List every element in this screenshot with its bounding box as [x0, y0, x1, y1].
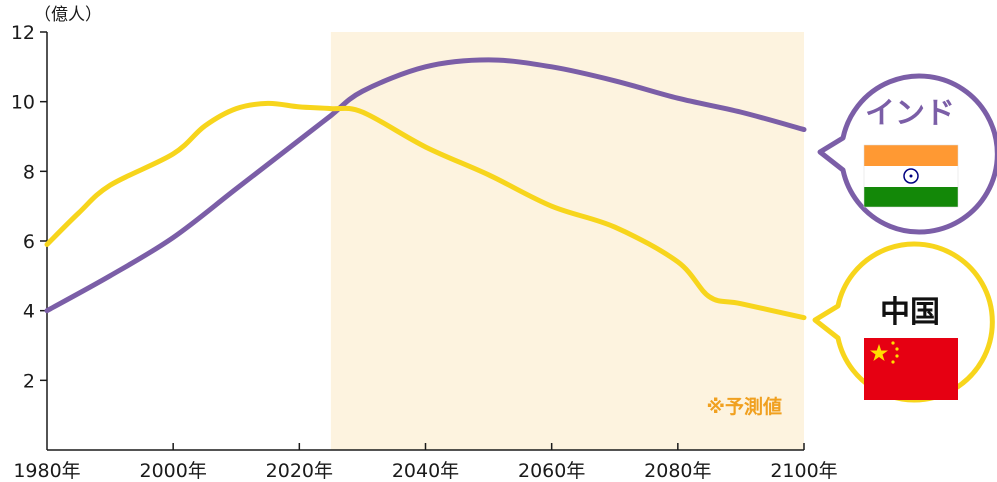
india-bubble: インド — [817, 73, 997, 235]
y-tick-label: 4 — [23, 301, 35, 323]
y-tick-label: 12 — [11, 22, 35, 44]
x-tick-label: 2080年 — [644, 460, 711, 482]
forecast-region-band — [330, 32, 804, 450]
y-tick-label: 10 — [11, 92, 35, 114]
y-tick-label: 6 — [23, 231, 35, 253]
axis-ticks: 2 4 6 8 10 12 1980年 2000年 2020年 2040年 2060年 2080年 21… — [11, 22, 838, 482]
china-bubble: 中国 — [812, 241, 995, 403]
china-series-line — [44, 100, 807, 321]
india-series-line — [44, 57, 807, 314]
x-tick-label: 2040年 — [392, 460, 459, 482]
india-bubble-label: インド — [865, 96, 955, 131]
china-bubble-label: 中国 — [880, 295, 940, 330]
china-flag-icon — [864, 338, 958, 400]
x-tick-label: 2000年 — [139, 460, 206, 482]
forecast-note: ※予測値 — [707, 395, 782, 418]
series-lines — [44, 57, 807, 321]
x-tick-label: 2060年 — [518, 460, 585, 482]
india-flag-icon — [863, 144, 959, 208]
y-tick-label: 2 — [23, 370, 35, 392]
x-tick-label: 2020年 — [266, 460, 333, 482]
y-tick-label: 8 — [23, 161, 35, 183]
y-axis-unit-label: （億人） — [34, 5, 102, 25]
x-tick-label: 2100年 — [770, 460, 837, 482]
x-tick-label: 1980年 — [13, 460, 80, 482]
